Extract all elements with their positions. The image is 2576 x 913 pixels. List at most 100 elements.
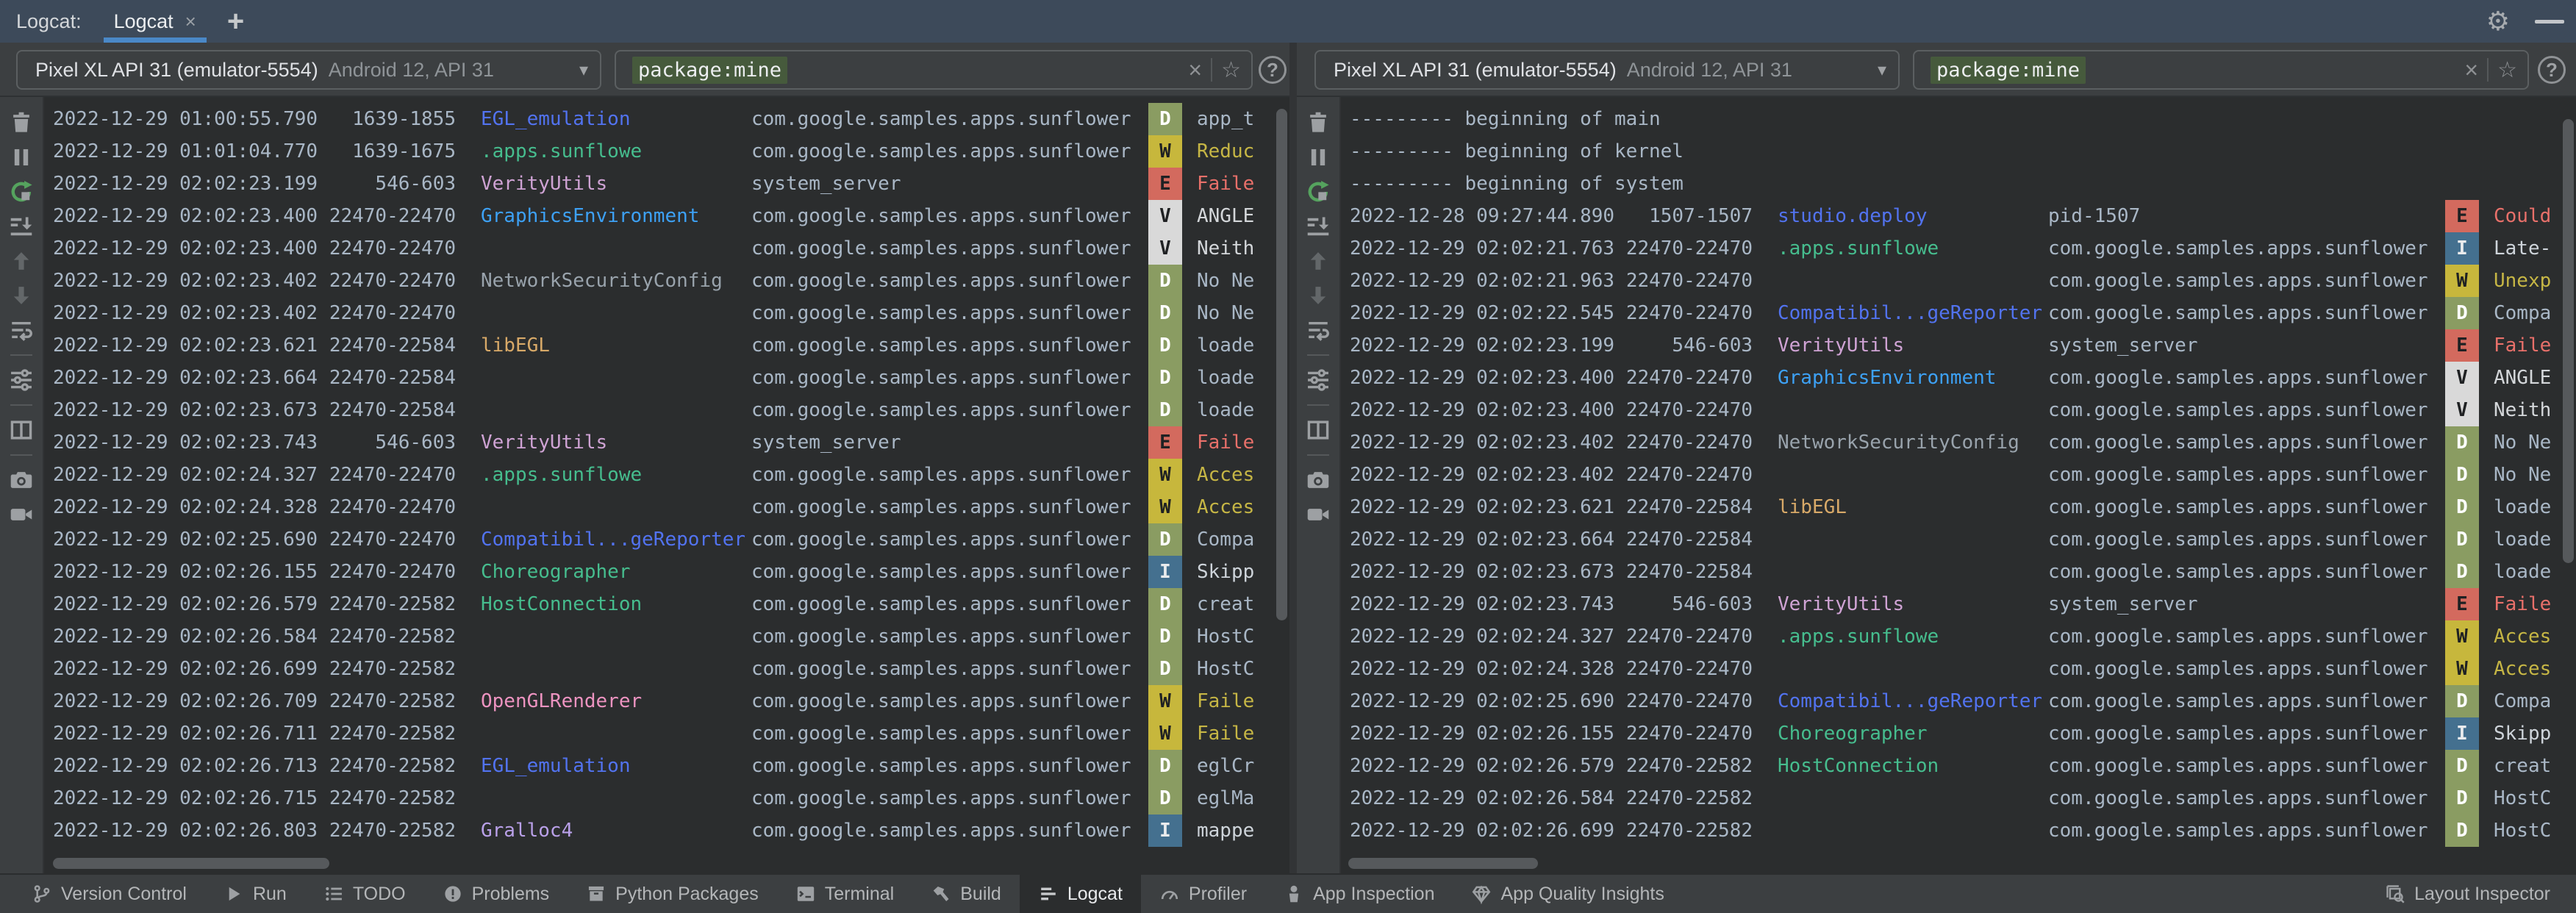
previous-occurrence-button[interactable] <box>1304 247 1332 275</box>
configure-logcat-formatting-button[interactable] <box>1304 366 1332 394</box>
hide-tool-window-icon[interactable] <box>2535 19 2564 24</box>
tab-close-icon[interactable]: × <box>185 10 196 32</box>
log-row[interactable]: 2022-12-29 02:02:25.690 22470-22470 Compat… <box>53 523 1289 556</box>
log-row[interactable]: 2022-12-29 02:02:23.673 22470-22584 com.go… <box>1350 556 2576 588</box>
log-row[interactable]: 2022-12-29 02:02:23.402 22470-22470 com.go… <box>53 297 1289 329</box>
left-log-view[interactable]: 2022-12-29 01:00:55.790 1639-1855 EGL_emul… <box>44 97 1289 873</box>
vertical-scrollbar[interactable] <box>2563 119 2574 563</box>
log-row[interactable]: 2022-12-29 02:02:26.155 22470-22470 Choreo… <box>1350 717 2576 750</box>
log-row[interactable]: 2022-12-29 02:02:23.621 22470-22584 libEGL… <box>1350 491 2576 523</box>
log-row[interactable]: 2022-12-29 02:02:26.584 22470-22582 com.go… <box>53 620 1289 653</box>
clear-logcat-button[interactable] <box>7 109 35 137</box>
statusbar-item-app-inspection[interactable]: App Inspection <box>1265 875 1453 913</box>
log-row[interactable]: 2022-12-29 02:02:23.199 546-603 VerityUtil… <box>53 168 1289 200</box>
horizontal-scrollbar[interactable] <box>1348 858 1538 869</box>
split-panels-button[interactable] <box>1304 416 1332 444</box>
record-screen-button[interactable] <box>1304 501 1332 529</box>
log-row[interactable]: 2022-12-29 02:02:26.803 22470-22582 Grallo… <box>53 814 1289 847</box>
statusbar-item-layout-inspector[interactable]: Layout Inspector <box>2366 875 2569 913</box>
log-row[interactable]: 2022-12-29 02:02:21.963 22470-22470 com.go… <box>1350 265 2576 297</box>
statusbar-item-version-control[interactable]: Version Control <box>13 875 205 913</box>
log-row[interactable]: 2022-12-29 02:02:23.400 22470-22470 com.go… <box>53 232 1289 265</box>
statusbar-item-run[interactable]: Run <box>205 875 305 913</box>
clear-filter-icon[interactable]: × <box>2464 56 2479 83</box>
pause-logcat-button[interactable] <box>1304 143 1332 171</box>
help-icon-left[interactable]: ? <box>1259 56 1287 84</box>
log-row[interactable]: 2022-12-29 02:02:26.579 22470-22582 HostCo… <box>53 588 1289 620</box>
horizontal-scrollbar[interactable] <box>53 858 329 869</box>
previous-occurrence-button[interactable] <box>7 247 35 275</box>
log-marker-row[interactable]: --------- beginning of system <box>1350 168 2576 200</box>
soft-wrap-button[interactable] <box>1304 316 1332 344</box>
log-row[interactable]: 2022-12-29 02:02:26.709 22470-22582 OpenGL… <box>53 685 1289 717</box>
split-panels-button[interactable] <box>7 416 35 444</box>
configure-logcat-formatting-button[interactable] <box>7 366 35 394</box>
log-row[interactable]: 2022-12-29 02:02:23.402 22470-22470 Networ… <box>53 265 1289 297</box>
next-occurrence-button[interactable] <box>1304 282 1332 309</box>
statusbar-item-terminal[interactable]: Terminal <box>777 875 912 913</box>
log-row[interactable]: 2022-12-29 02:02:26.155 22470-22470 Choreo… <box>53 556 1289 588</box>
log-row[interactable]: 2022-12-29 02:02:26.711 22470-22582 com.go… <box>53 717 1289 750</box>
log-row[interactable]: 2022-12-29 01:01:04.770 1639-1675 .apps.su… <box>53 135 1289 168</box>
log-row[interactable]: 2022-12-29 02:02:23.400 22470-22470 com.go… <box>1350 394 2576 426</box>
favorite-filter-icon[interactable]: ☆ <box>1221 57 1241 82</box>
log-row[interactable]: 2022-12-29 02:02:24.327 22470-22470 .apps.… <box>1350 620 2576 653</box>
statusbar-item-todo[interactable]: TODO <box>305 875 424 913</box>
panel-splitter[interactable] <box>1289 43 1297 873</box>
log-row[interactable]: 2022-12-29 02:02:23.621 22470-22584 libEGL… <box>53 329 1289 362</box>
log-row[interactable]: 2022-12-28 09:27:44.890 1507-1507 studio.d… <box>1350 200 2576 232</box>
help-icon-right[interactable]: ? <box>2538 56 2566 84</box>
clear-logcat-button[interactable] <box>1304 109 1332 137</box>
take-screenshot-button[interactable] <box>1304 466 1332 494</box>
soft-wrap-button[interactable] <box>7 316 35 344</box>
log-row[interactable]: 2022-12-29 02:02:26.699 22470-22582 com.go… <box>53 653 1289 685</box>
log-row[interactable]: 2022-12-29 02:02:23.400 22470-22470 Graphi… <box>1350 362 2576 394</box>
scroll-to-end-button[interactable] <box>7 212 35 240</box>
restart-logcat-button[interactable] <box>1304 178 1332 206</box>
gear-icon[interactable]: ⚙ <box>2486 6 2510 36</box>
filter-query[interactable]: package:mine <box>632 56 788 84</box>
statusbar-item-python-packages[interactable]: Python Packages <box>568 875 777 913</box>
log-row[interactable]: 2022-12-29 02:02:21.763 22470-22470 .apps.… <box>1350 232 2576 265</box>
favorite-filter-icon[interactable]: ☆ <box>2497 57 2517 82</box>
log-row[interactable]: 2022-12-29 02:02:24.327 22470-22470 .apps.… <box>53 459 1289 491</box>
log-row[interactable]: 2022-12-29 02:02:23.400 22470-22470 Graphi… <box>53 200 1289 232</box>
log-row[interactable]: 2022-12-29 02:02:23.743 546-603 VerityUtil… <box>1350 588 2576 620</box>
log-row[interactable]: 2022-12-29 02:02:24.328 22470-22470 com.go… <box>1350 653 2576 685</box>
vertical-scrollbar[interactable] <box>1276 109 1287 620</box>
log-row[interactable]: 2022-12-29 02:02:26.699 22470-22582 com.go… <box>1350 814 2576 847</box>
take-screenshot-button[interactable] <box>7 466 35 494</box>
scroll-to-end-button[interactable] <box>1304 212 1332 240</box>
statusbar-item-app-quality-insights[interactable]: App Quality Insights <box>1453 875 1682 913</box>
log-row[interactable]: 2022-12-29 02:02:23.664 22470-22584 com.go… <box>53 362 1289 394</box>
device-selector-left[interactable]: Pixel XL API 31 (emulator-5554) Android … <box>16 50 601 90</box>
restart-logcat-button[interactable] <box>7 178 35 206</box>
clear-filter-icon[interactable]: × <box>1188 56 1203 83</box>
device-selector-right[interactable]: Pixel XL API 31 (emulator-5554) Android … <box>1314 50 1900 90</box>
filter-field-left[interactable]: package:mine × ☆ <box>615 50 1253 90</box>
log-row[interactable]: 2022-12-29 02:02:23.402 22470-22470 com.go… <box>1350 459 2576 491</box>
log-row[interactable]: 2022-12-29 02:02:23.664 22470-22584 com.go… <box>1350 523 2576 556</box>
record-screen-button[interactable] <box>7 501 35 529</box>
statusbar-item-build[interactable]: Build <box>912 875 1020 913</box>
next-occurrence-button[interactable] <box>7 282 35 309</box>
statusbar-item-logcat[interactable]: Logcat <box>1019 875 1141 913</box>
add-tab-button[interactable]: + <box>226 5 245 37</box>
tab-logcat[interactable]: Logcat × <box>103 0 207 43</box>
log-row[interactable]: 2022-12-29 02:02:23.199 546-603 VerityUtil… <box>1350 329 2576 362</box>
pause-logcat-button[interactable] <box>7 143 35 171</box>
log-marker-row[interactable]: --------- beginning of main <box>1350 103 2576 135</box>
log-marker-row[interactable]: --------- beginning of kernel <box>1350 135 2576 168</box>
log-row[interactable]: 2022-12-29 01:00:55.790 1639-1855 EGL_emul… <box>53 103 1289 135</box>
log-row[interactable]: 2022-12-29 02:02:26.713 22470-22582 EGL_em… <box>53 750 1289 782</box>
log-row[interactable]: 2022-12-29 02:02:24.328 22470-22470 com.go… <box>53 491 1289 523</box>
filter-field-right[interactable]: package:mine × ☆ <box>1913 50 2529 90</box>
log-row[interactable]: 2022-12-29 02:02:25.690 22470-22470 Compat… <box>1350 685 2576 717</box>
log-row[interactable]: 2022-12-29 02:02:23.673 22470-22584 com.go… <box>53 394 1289 426</box>
log-row[interactable]: 2022-12-29 02:02:26.579 22470-22582 HostCo… <box>1350 750 2576 782</box>
log-row[interactable]: 2022-12-29 02:02:22.545 22470-22470 Compat… <box>1350 297 2576 329</box>
log-row[interactable]: 2022-12-29 02:02:26.715 22470-22582 com.go… <box>53 782 1289 814</box>
statusbar-item-profiler[interactable]: Profiler <box>1141 875 1265 913</box>
right-log-view[interactable]: --------- beginning of main --------- beg… <box>1341 97 2576 873</box>
filter-query[interactable]: package:mine <box>1931 56 2086 84</box>
